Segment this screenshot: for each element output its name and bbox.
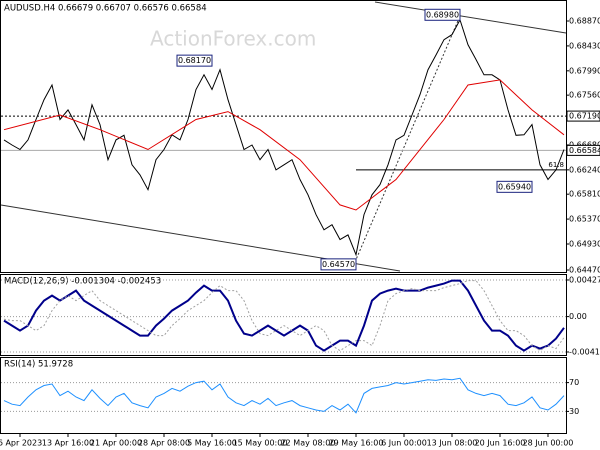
y-tick-label: 0.64470 xyxy=(569,266,600,275)
x-tick-label: 22 May 08:00 xyxy=(281,439,336,448)
y-tick-label: -0.004128 xyxy=(569,347,600,356)
macd-panel xyxy=(0,274,567,356)
series-line xyxy=(3,279,565,352)
y-tick-label: 0.68430 xyxy=(569,41,600,50)
rsi-panel xyxy=(0,357,567,434)
x-tick-label: 28 Jun 00:00 xyxy=(523,439,574,448)
level-box xyxy=(566,144,600,156)
y-tick-label: 0.68870 xyxy=(569,17,600,26)
watermark: ActionForex.com xyxy=(150,27,316,51)
annotation-box xyxy=(424,8,461,21)
x-tick-label: 13 Apr 16:00 xyxy=(42,439,94,448)
x-tick-label: 20 Jun 16:00 xyxy=(475,439,526,448)
level-label: 0.67190 xyxy=(569,112,600,121)
y-tick-label: 0.67560 xyxy=(569,91,600,100)
y-tick-label: 30 xyxy=(569,407,579,416)
trend-line xyxy=(354,15,461,263)
annotation-label: 0.64570 xyxy=(322,260,355,269)
fib-label: 61.8 xyxy=(548,161,564,169)
annotation-label: 0.68170 xyxy=(178,56,211,65)
annotation-box xyxy=(320,258,357,271)
macd-title: MACD(12,26,9) -0.001304 -0.002453 xyxy=(4,277,161,287)
y-tick-label: 0.004273 xyxy=(569,275,600,284)
y-tick-label: 0.67990 xyxy=(569,66,600,75)
price-title: AUDUSD.H4 0.66679 0.66707 0.66576 0.6658… xyxy=(4,4,207,14)
series-line xyxy=(3,280,565,352)
x-tick-label: 6 Jun 00:00 xyxy=(381,439,427,448)
y-tick-label: 0.00 xyxy=(569,312,587,321)
annotation-label: 0.68980 xyxy=(426,10,459,19)
x-tick-label: 15 May 00:00 xyxy=(233,439,288,448)
series-line xyxy=(3,79,565,211)
annotation-label: 0.65940 xyxy=(498,182,531,191)
channel-top xyxy=(374,1,567,34)
y-tick-label: 0.65370 xyxy=(569,215,600,224)
x-tick-label: 5 May 16:00 xyxy=(187,439,237,448)
x-tick-label: 6 Apr 2023 xyxy=(0,439,42,448)
y-tick-label: 0.65810 xyxy=(569,190,600,199)
x-tick-label: 29 May 16:00 xyxy=(329,439,384,448)
annotation-box xyxy=(176,54,213,67)
annotation-box xyxy=(496,180,533,193)
series-line xyxy=(3,377,565,414)
y-tick-label: 70 xyxy=(569,378,579,387)
x-tick-label: 28 Apr 08:00 xyxy=(138,439,190,448)
y-tick-label: 0.66240 xyxy=(569,165,600,174)
level-label: 0.66584 xyxy=(569,146,600,155)
rsi-title: RSI(14) 51.9728 xyxy=(4,360,73,370)
y-tick-label: 0.64930 xyxy=(569,239,600,248)
level-box xyxy=(566,110,600,122)
x-tick-label: 13 Jun 08:00 xyxy=(427,439,478,448)
price-panel xyxy=(0,0,567,273)
series-line xyxy=(3,18,565,257)
x-tick-label: 21 Apr 00:00 xyxy=(90,439,142,448)
